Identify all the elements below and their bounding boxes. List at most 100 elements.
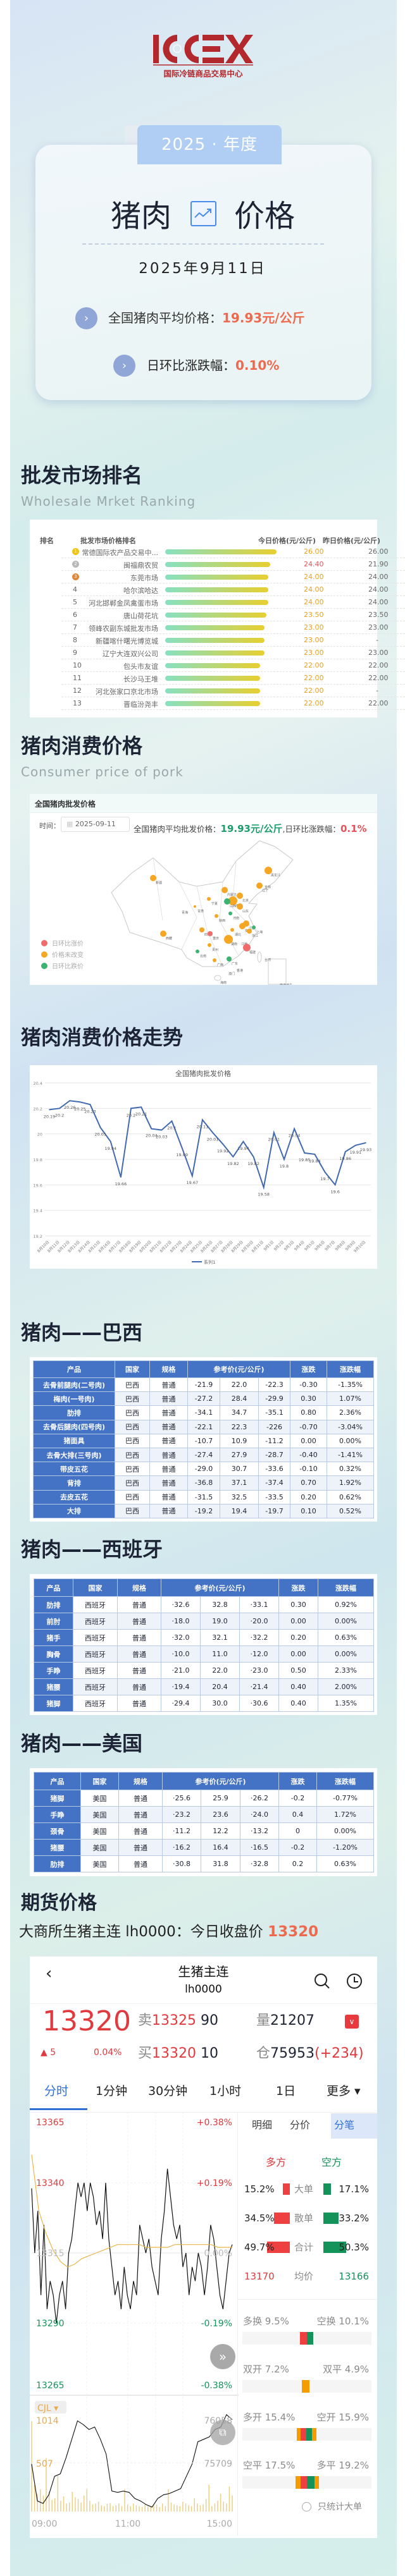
province-marker[interactable] xyxy=(228,896,237,905)
data-label: 19.6 xyxy=(330,1189,339,1194)
province-marker[interactable] xyxy=(247,929,252,934)
tab-1[interactable]: 1分钟 xyxy=(96,2084,128,2098)
data-point xyxy=(59,1108,60,1109)
province-marker[interactable] xyxy=(230,928,234,932)
summary-card xyxy=(35,145,371,400)
ranking-row: 8 新疆喀什曙光博览城 23.00 - xyxy=(61,634,405,647)
product-cell: 猪面具 xyxy=(33,1433,115,1448)
province-marker[interactable] xyxy=(228,912,232,915)
province-marker[interactable] xyxy=(239,923,246,929)
col-header-rank: 排名 xyxy=(40,537,54,545)
province-marker[interactable] xyxy=(208,943,211,947)
change-cell: 0.30 xyxy=(290,1391,328,1407)
legend-label[interactable]: 价格未改变 xyxy=(52,951,84,959)
tab-2[interactable]: 30分钟 xyxy=(148,2084,188,2098)
legend-label[interactable]: 日环比跌价 xyxy=(52,962,84,970)
table-row: 猪手 西班牙 普通 ·32.0 32.1·32.2 0.20 0.63% xyxy=(34,1629,375,1646)
axis-down-pct: -0.19% xyxy=(201,2319,232,2329)
province-marker[interactable] xyxy=(224,898,230,905)
change-cell: 0.00 xyxy=(278,1613,319,1630)
change-pct-cell: -1.41% xyxy=(327,1447,375,1463)
province-marker[interactable] xyxy=(160,931,166,937)
province-marker[interactable] xyxy=(213,958,216,962)
province-marker[interactable] xyxy=(194,905,196,908)
clock-icon[interactable] xyxy=(346,1972,364,1990)
back-button[interactable]: ‹ xyxy=(46,1964,53,1983)
price-low-cell: -34.1 xyxy=(187,1405,220,1420)
price-mid-cell: 11.0 xyxy=(200,1645,240,1663)
country-cell: 西班牙 xyxy=(73,1678,118,1695)
province-label: 南海诸岛 xyxy=(280,983,292,985)
province-label: 台湾 xyxy=(265,958,271,962)
province-marker[interactable] xyxy=(265,867,272,874)
price-low-cell: ·30.8 xyxy=(162,1855,201,1872)
detail-tab-2[interactable]: 分笔 xyxy=(334,2119,355,2131)
province-marker[interactable] xyxy=(256,882,263,889)
date-picker[interactable]: ▦ 2025-09-11 xyxy=(61,817,130,832)
section-title-usa: 猪肉——美国 xyxy=(21,1731,143,1755)
data-point xyxy=(202,1119,203,1121)
price-high-cell: ·12.0 xyxy=(239,1645,280,1663)
indicator-name[interactable]: CJL ▾ xyxy=(37,2403,58,2414)
china-map[interactable]: 黑龙江吉林辽宁新疆内蒙古北京河北山西宁夏甘肃青海山东河南陕西江苏安徽上海四川重庆… xyxy=(30,794,377,985)
price-mid-cell: 22.0 xyxy=(200,1662,240,1679)
tab-5[interactable]: 更多 ▾ xyxy=(327,2084,361,2098)
product-cell: 猪脚 xyxy=(34,1695,73,1712)
expand-dropdown-button[interactable]: ∨ xyxy=(345,2015,359,2029)
province-marker[interactable] xyxy=(221,887,228,893)
province-marker[interactable] xyxy=(237,903,243,910)
price-low-cell: -27.2 xyxy=(187,1391,220,1407)
data-point xyxy=(89,1104,91,1106)
indicator-selector[interactable] xyxy=(35,2401,66,2414)
province-marker[interactable] xyxy=(224,935,233,944)
province-marker[interactable] xyxy=(243,944,251,951)
data-point xyxy=(99,1126,101,1128)
country-cell: 巴西 xyxy=(115,1475,150,1491)
rank-number: 4 xyxy=(73,585,77,594)
data-label: 19.67 xyxy=(187,1180,199,1185)
column-header: 涨跌 xyxy=(290,1360,328,1378)
divider xyxy=(238,2299,377,2300)
intraday-chart[interactable]: 13365 +0.38% 13340 +0.19% 13315 0.00% 13290 -0.… xyxy=(30,2112,239,2536)
data-point xyxy=(130,1108,132,1109)
section-subtitle-consumer: Consumer price of pork xyxy=(21,764,184,779)
province-marker[interactable] xyxy=(215,914,218,918)
double-chevron-right-icon[interactable]: » xyxy=(210,2344,235,2369)
legend-label[interactable]: 日环比涨价 xyxy=(52,940,84,948)
detail-tab-0[interactable]: 明细 xyxy=(252,2119,273,2131)
data-label: 20.05 xyxy=(94,1132,106,1137)
map-panel: 全国猪肉批发价格 时间： ▦ 2025-09-11 全国猪肉平均批发价格：19.… xyxy=(30,794,377,985)
rotate-screen-icon[interactable]: ⧉ xyxy=(210,2420,235,2445)
tab-4[interactable]: 1日 xyxy=(276,2084,296,2098)
yesterday-price: 23.00 xyxy=(368,623,389,632)
market-name: 河北邯郸金凤禽蛋市场 xyxy=(89,599,158,607)
detail-tab-1[interactable]: 分价 xyxy=(290,2119,311,2131)
product-cell: 肋排 xyxy=(34,1596,73,1613)
price-mid-cell: 16.4 xyxy=(201,1839,240,1856)
price-high-cell: ·24.0 xyxy=(239,1806,280,1823)
price-low-cell: ·29.4 xyxy=(161,1695,201,1712)
province-marker[interactable] xyxy=(237,893,243,899)
change-pct-cell: 2.00% xyxy=(318,1678,375,1695)
product-cell: 梅肉(一号肉) xyxy=(33,1391,115,1407)
province-marker[interactable] xyxy=(252,925,256,929)
province-marker[interactable] xyxy=(207,897,211,901)
change-cell: -0.70 xyxy=(290,1419,328,1434)
price-mid-cell: 30.0 xyxy=(200,1695,240,1712)
tab-0[interactable]: 分时 xyxy=(44,2084,69,2098)
column-header: 产品 xyxy=(33,1360,115,1378)
data-point xyxy=(344,1151,346,1152)
big-order-only-radio[interactable] xyxy=(302,2502,311,2512)
province-marker[interactable] xyxy=(196,949,199,953)
province-marker[interactable] xyxy=(208,931,213,936)
province-label: 吉林 xyxy=(265,885,271,889)
price-high-cell: -29.9 xyxy=(258,1391,291,1407)
table-row: 猪腰 西班牙 普通 ·19.4 20.4·21.4 0.40 2.00% xyxy=(34,1678,375,1695)
spec-cell: 普通 xyxy=(149,1377,188,1393)
tab-3[interactable]: 1小时 xyxy=(209,2084,242,2098)
province-marker[interactable] xyxy=(150,875,156,881)
province-label: 上海 xyxy=(256,930,263,934)
search-icon[interactable] xyxy=(313,1972,331,1990)
province-marker[interactable] xyxy=(227,956,232,961)
province-marker[interactable] xyxy=(199,927,204,932)
